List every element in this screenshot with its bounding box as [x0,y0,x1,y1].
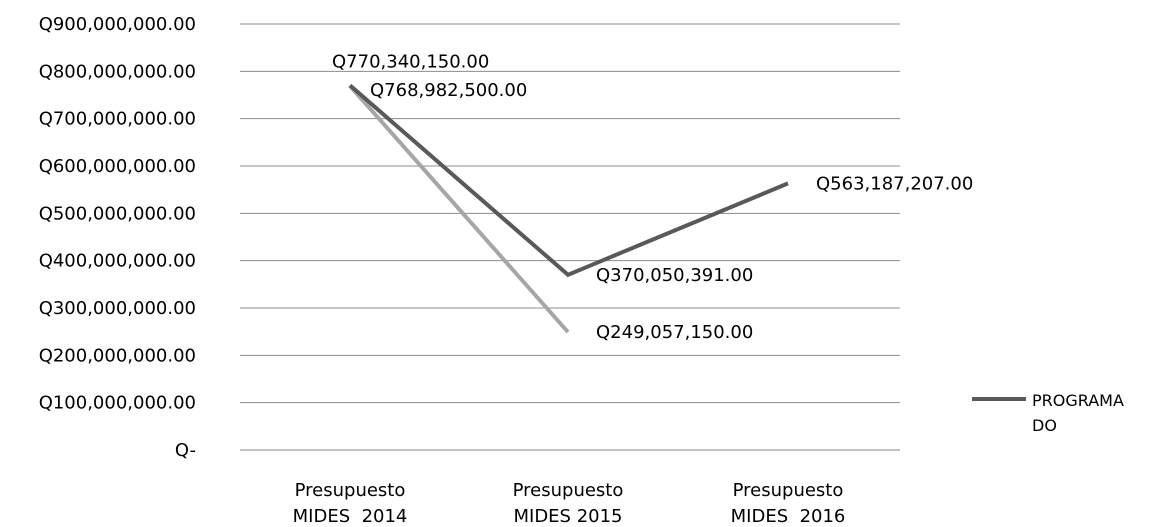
legend-label: PROGRAMA [1032,391,1124,410]
y-tick-label: Q500,000,000.00 [39,203,196,224]
y-tick-label: Q300,000,000.00 [39,298,196,319]
data-label: Q249,057,150.00 [596,322,753,343]
x-tick-label: Presupuesto MIDES 2015 [513,480,624,527]
y-tick-label: Q- [175,440,196,461]
x-tick-label: Presupuesto MIDES 2014 [293,480,408,527]
legend-label: DO [1032,416,1057,435]
data-labels: Q770,340,150.00 Q370,050,391.00 Q563,187,2… [332,51,973,343]
x-tick-label-line: Presupuesto [513,480,624,501]
data-label: Q768,982,500.00 [370,80,527,101]
x-tick-label-line: MIDES 2015 [513,506,622,527]
x-tick-label-line: MIDES 2016 [731,506,846,527]
series-1-line [348,84,570,334]
y-tick-label: Q200,000,000.00 [39,345,196,366]
y-tick-label: Q400,000,000.00 [39,251,196,272]
x-tick-label-line: Presupuesto [295,480,406,501]
x-axis-ticks: Presupuesto MIDES 2014 Presupuesto MIDES 20… [293,480,846,527]
y-tick-label: Q600,000,000.00 [39,156,196,177]
series-0-line [348,83,789,278]
x-tick-label-line: MIDES 2014 [293,506,408,527]
data-label: Q563,187,207.00 [816,173,973,194]
y-tick-label: Q100,000,000.00 [39,393,196,414]
y-tick-label: Q900,000,000.00 [39,14,196,35]
x-tick-label: Presupuesto MIDES 2016 [731,480,846,527]
legend: PROGRAMA DO [972,391,1124,435]
data-label: Q770,340,150.00 [332,51,489,72]
grid [240,23,900,451]
y-tick-label: Q700,000,000.00 [39,109,196,130]
y-axis-ticks: Q900,000,000.00 Q800,000,000.00 Q700,000,0… [39,14,196,461]
x-tick-label-line: Presupuesto [733,480,844,501]
series-lines [348,83,789,334]
y-tick-label: Q800,000,000.00 [39,61,196,82]
data-label: Q370,050,391.00 [596,265,753,286]
